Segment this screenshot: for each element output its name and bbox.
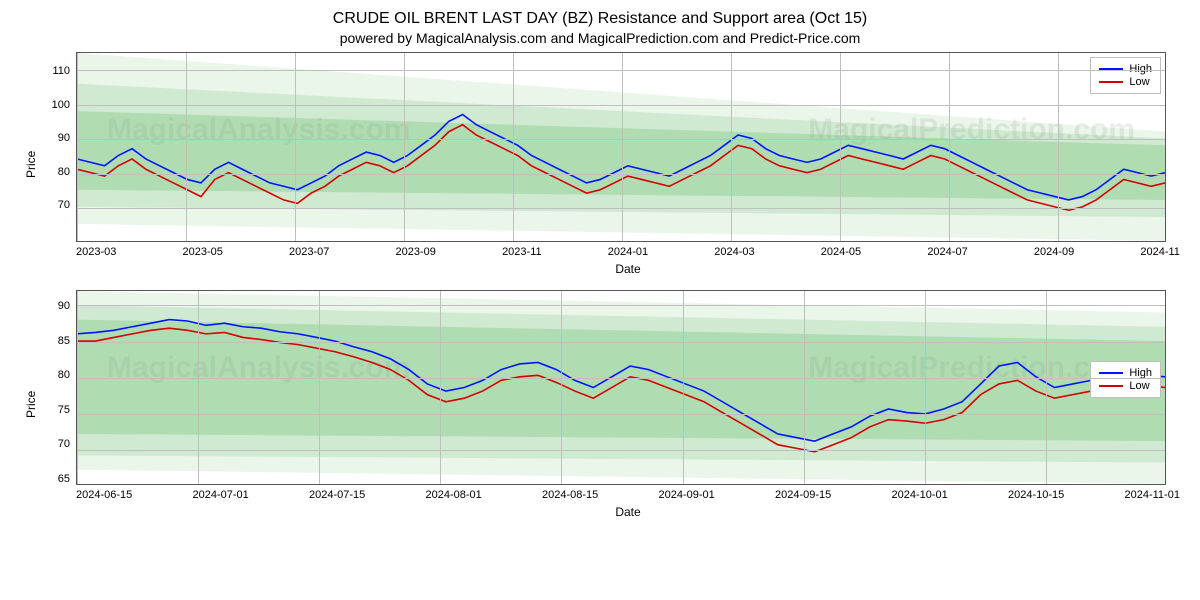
legend-item: High [1099,63,1152,75]
x-tick: 2023-09 [396,246,436,258]
legend-swatch [1099,385,1123,387]
bottom-y-label: Price [20,290,42,519]
legend-label: Low [1129,380,1149,392]
top-y-label: Price [20,52,42,276]
y-tick: 80 [42,166,70,178]
watermark-b: MagicalPrediction.com [808,113,1135,147]
x-tick: 2023-05 [183,246,223,258]
bottom-y-ticks: 90 85 80 75 70 65 [42,290,76,485]
x-tick: 2024-11-01 [1125,489,1180,501]
y-tick: 90 [42,132,70,144]
x-tick: 2024-03 [714,246,754,258]
legend-swatch [1099,81,1123,83]
x-tick: 2024-09-15 [775,489,831,501]
top-x-label: Date [76,262,1180,276]
x-tick: 2023-11 [502,246,542,258]
top-chart-plot: MagicalAnalysis.com MagicalPrediction.co… [76,52,1166,242]
y-tick: 70 [42,199,70,211]
legend-swatch [1099,68,1123,70]
bottom-legend: HighLow [1090,361,1161,398]
watermark-b: MagicalPrediction.com [808,351,1135,385]
x-tick: 2024-09-01 [659,489,715,501]
x-tick: 2023-03 [76,246,116,258]
watermark-a: MagicalAnalysis.com [107,113,410,147]
x-tick: 2024-05 [821,246,861,258]
y-tick: 110 [42,65,70,77]
legend-label: High [1129,367,1152,379]
legend-label: Low [1129,76,1149,88]
page-subtitle: powered by MagicalAnalysis.com and Magic… [20,30,1180,46]
top-x-ticks: 2023-03 2023-05 2023-07 2023-09 2023-11 2024-… [76,246,1180,258]
x-tick: 2024-10-15 [1008,489,1064,501]
watermark-a: MagicalAnalysis.com [107,351,410,385]
legend-swatch [1099,372,1123,374]
x-tick: 2024-10-01 [892,489,948,501]
x-tick: 2024-11 [1140,246,1180,258]
x-tick: 2024-06-15 [76,489,132,501]
legend-item: Low [1099,380,1152,392]
y-tick: 90 [42,300,70,312]
bottom-x-label: Date [76,505,1180,519]
x-tick: 2024-01 [608,246,648,258]
top-legend: HighLow [1090,57,1161,94]
x-tick: 2024-07-15 [309,489,365,501]
x-tick: 2024-07-01 [193,489,249,501]
legend-item: Low [1099,76,1152,88]
top-chart-svg [77,53,1165,241]
top-y-ticks: 110 100 90 80 70 [42,52,76,242]
y-tick: 80 [42,369,70,381]
y-tick: 100 [42,99,70,111]
y-tick: 75 [42,404,70,416]
bottom-chart-svg [77,291,1165,484]
page-title: CRUDE OIL BRENT LAST DAY (BZ) Resistance… [20,10,1180,28]
x-tick: 2024-07 [927,246,967,258]
x-tick: 2024-08-01 [426,489,482,501]
x-tick: 2024-09 [1034,246,1074,258]
y-tick: 85 [42,335,70,347]
legend-item: High [1099,367,1152,379]
bottom-chart-plot: MagicalAnalysis.com MagicalPrediction.co… [76,290,1166,485]
x-tick: 2023-07 [289,246,329,258]
bottom-x-ticks: 2024-06-15 2024-07-01 2024-07-15 2024-08-01… [76,489,1180,501]
y-tick: 70 [42,438,70,450]
y-tick: 65 [42,473,70,485]
legend-label: High [1129,63,1152,75]
x-tick: 2024-08-15 [542,489,598,501]
